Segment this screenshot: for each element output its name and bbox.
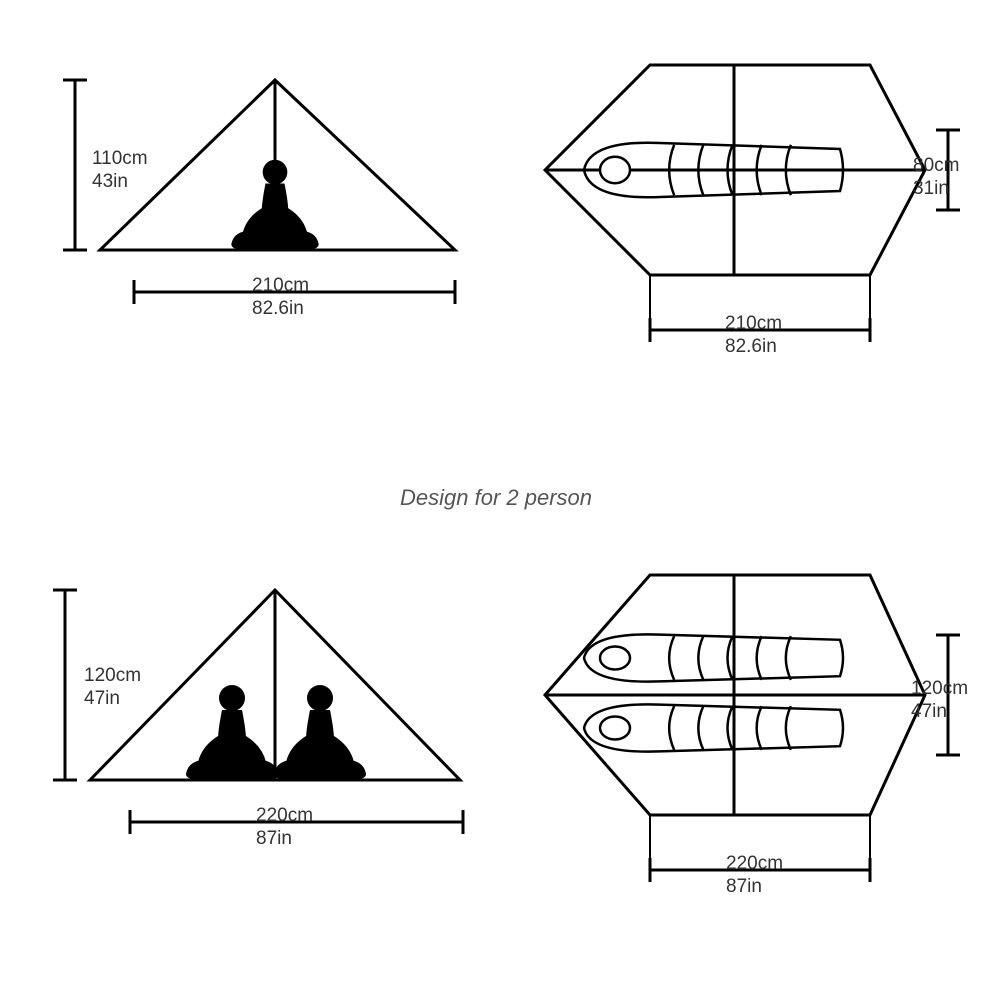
caption: Design for 2 person: [400, 485, 592, 511]
sleeping-bag: [584, 634, 843, 681]
tent2-height-label: 120cm47in: [84, 665, 141, 711]
tent2-top-height-label: 120cm47in: [911, 678, 968, 724]
tent1-top-width-label: 210cm82.6in: [725, 313, 782, 359]
sleeping-bag: [584, 704, 843, 751]
tent2-top-width-label: 220cm87in: [726, 853, 783, 899]
person-silhouette: [186, 685, 278, 780]
person-silhouette: [274, 685, 366, 780]
tent1-width-label: 210cm82.6in: [252, 275, 309, 321]
tent1-height-label: 110cm43in: [92, 148, 148, 194]
tent2-width-label: 220cm87in: [256, 805, 313, 851]
tent1-top-height-label: 80cm31in: [913, 155, 959, 201]
person-silhouette: [231, 160, 318, 250]
